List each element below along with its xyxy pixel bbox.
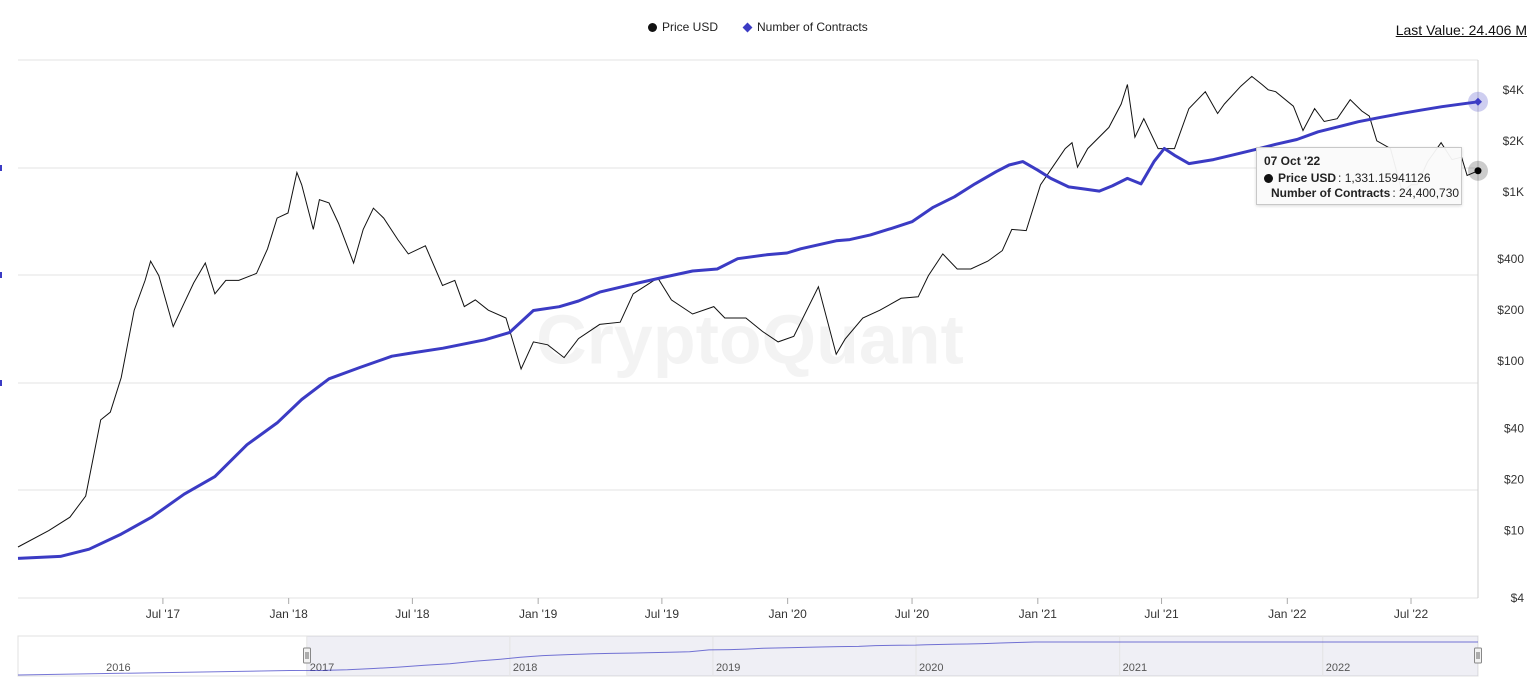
price-hover-point bbox=[1474, 167, 1482, 175]
tooltip-price-value: : 1,331.15941126 bbox=[1338, 171, 1431, 185]
x-tick-label: Jan '21 bbox=[1019, 607, 1058, 621]
tooltip-row-price: Price USD : 1,331.15941126 bbox=[1264, 171, 1454, 185]
x-tick-label: Jul '21 bbox=[1144, 607, 1179, 621]
grid-lines bbox=[0, 59, 1479, 599]
x-axis-ticks: Jul '17 Jan '18 Jul '18 Jan '19 Jul '19 Jan '… bbox=[146, 598, 1429, 621]
y-tick-label: $10 bbox=[1504, 524, 1524, 538]
navigator-year-label: 2019 bbox=[716, 662, 740, 674]
chart-tooltip: 07 Oct '22 Price USD : 1,331.15941126 Nu… bbox=[1256, 147, 1462, 205]
y-tick-label: $40 bbox=[1504, 422, 1524, 436]
x-tick-label: Jan '19 bbox=[519, 607, 558, 621]
tooltip-price-marker bbox=[1264, 173, 1273, 183]
last-value-readout[interactable]: Last Value: 24.406 M bbox=[1395, 22, 1527, 38]
navigator-handle[interactable] bbox=[1474, 647, 1482, 664]
navigator-handle[interactable] bbox=[303, 647, 311, 664]
navigator-year-label: 2020 bbox=[919, 662, 943, 674]
y-tick-label: $100 bbox=[1497, 354, 1524, 368]
x-tick-label: Jan '22 bbox=[1268, 607, 1307, 621]
tooltip-contracts-marker bbox=[1262, 190, 1268, 196]
tooltip-date: 07 Oct '22 bbox=[1264, 154, 1321, 168]
contracts-hover-point bbox=[1474, 97, 1482, 106]
tooltip-price-label: Price USD bbox=[1278, 171, 1337, 185]
tooltip-row-contracts: Number of Contracts : 24,400,730 bbox=[1262, 186, 1459, 200]
watermark-text: CryptoQuant bbox=[536, 300, 964, 378]
navigator-year-label: 2021 bbox=[1123, 662, 1147, 674]
left-axis-tick-mark bbox=[0, 380, 2, 386]
x-tick-label: Jul '17 bbox=[146, 607, 181, 621]
x-tick-label: Jul '18 bbox=[395, 607, 430, 621]
y-tick-label: $200 bbox=[1497, 303, 1524, 317]
navigator-series-line bbox=[17, 641, 1478, 676]
navigator-selected-range bbox=[307, 636, 1478, 676]
y-tick-label: $1K bbox=[1503, 185, 1524, 199]
navigator-year-label: 2016 bbox=[106, 662, 130, 674]
x-tick-label: Jul '22 bbox=[1394, 607, 1429, 621]
legend-price-marker bbox=[648, 22, 657, 32]
navigator-year-label: 2017 bbox=[310, 662, 334, 674]
legend-price-label: Price USD bbox=[662, 20, 719, 34]
legend-contracts-label: Number of Contracts bbox=[757, 20, 868, 34]
legend-item-contracts[interactable]: Number of Contracts bbox=[742, 20, 868, 34]
y-tick-label: $4 bbox=[1511, 591, 1525, 605]
x-tick-label: Jul '19 bbox=[645, 607, 680, 621]
y-tick-label: $2K bbox=[1503, 134, 1524, 148]
navigator-track bbox=[17, 635, 1479, 677]
price-series-line bbox=[17, 75, 1479, 548]
navigator-year-label: 2022 bbox=[1326, 662, 1350, 674]
y-tick-label: $20 bbox=[1504, 473, 1524, 487]
range-navigator[interactable]: 2016 2017 2018 2019 2020 2021 2022 bbox=[17, 635, 1482, 677]
y-tick-label: $400 bbox=[1497, 252, 1524, 266]
chart-legend: Price USD Number of Contracts bbox=[648, 20, 894, 34]
navigator-year-label: 2018 bbox=[513, 662, 537, 674]
legend-item-price[interactable]: Price USD bbox=[648, 20, 718, 34]
x-tick-label: Jan '20 bbox=[768, 607, 807, 621]
x-tick-label: Jul '20 bbox=[895, 607, 930, 621]
y-axis-ticks: $4 $10 $20 $40 $100 $200 $400 $1K $2K $4K bbox=[1497, 83, 1524, 605]
left-axis-tick-mark bbox=[0, 165, 2, 171]
x-tick-label: Jan '18 bbox=[270, 607, 309, 621]
y-tick-label: $4K bbox=[1503, 83, 1524, 97]
tooltip-contracts-value: : 24,400,730 bbox=[1392, 186, 1460, 200]
left-axis-tick-mark bbox=[0, 272, 2, 278]
hover-markers bbox=[1468, 60, 1488, 598]
tooltip-contracts-label: Number of Contracts bbox=[1271, 186, 1391, 200]
